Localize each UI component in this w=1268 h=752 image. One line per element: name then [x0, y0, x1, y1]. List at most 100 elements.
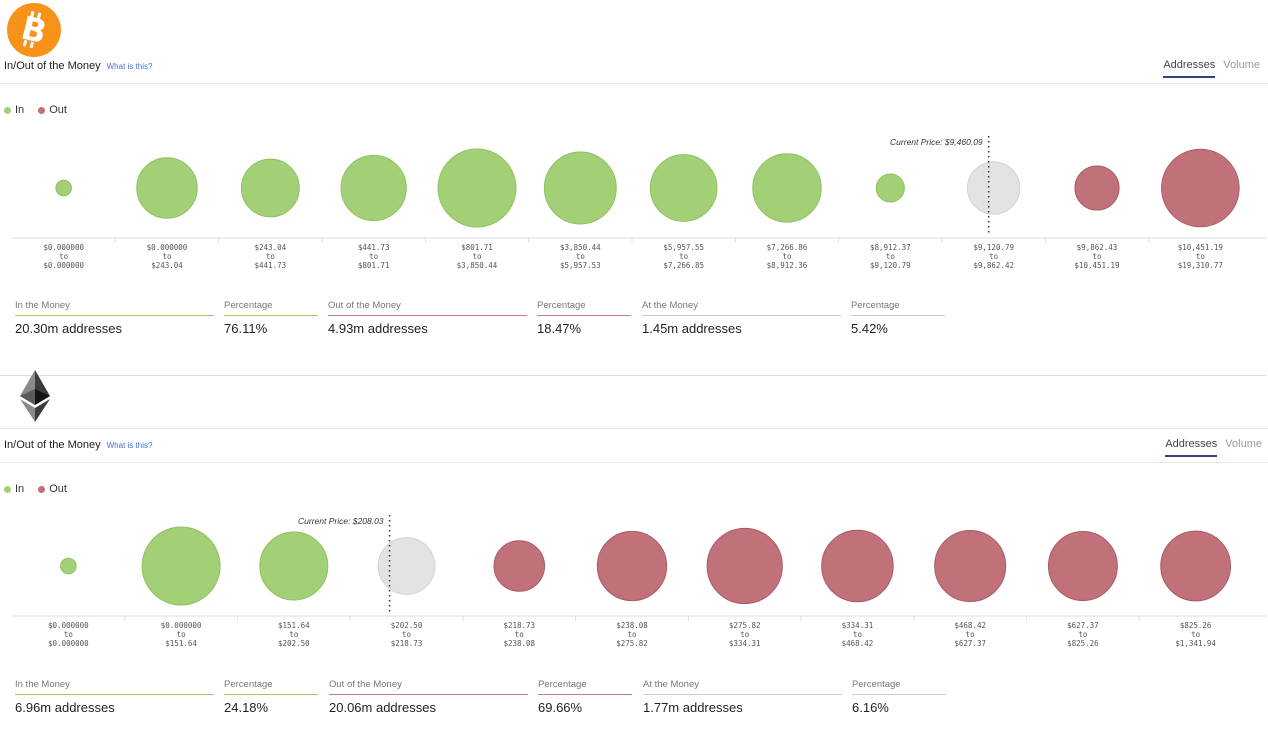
bin-label-from: $151.64 — [278, 621, 310, 630]
stat-value: 20.06m addresses — [329, 700, 436, 715]
bubble-in — [649, 154, 718, 222]
bin-label-to-value: $218.73 — [391, 639, 423, 648]
stat-label: Percentage — [538, 679, 632, 695]
legend: In Out — [4, 483, 67, 495]
tab-addresses[interactable]: Addresses — [1163, 59, 1216, 78]
stat-in-the-money: In the Money 6.96m addresses — [15, 679, 214, 715]
bubble-out — [1047, 531, 1118, 601]
legend-in-label: In — [15, 483, 25, 495]
bin-label-to-value: $1,341.94 — [1175, 639, 1216, 648]
bin-label-to: to — [515, 630, 525, 639]
bin-label-from: $218.73 — [503, 621, 535, 630]
stat-out-percentage: Percentage 69.66% — [538, 679, 632, 715]
bin-label-to: to — [59, 252, 69, 261]
bin-label-to-value: $334.31 — [729, 639, 761, 648]
stat-in-the-money: In the Money 20.30m addresses — [15, 300, 214, 336]
current-price-label: Current Price: $208.03 — [298, 516, 384, 526]
panel-title: In/Out of the Money — [4, 60, 101, 72]
stat-out-percentage: Percentage 18.47% — [537, 300, 631, 336]
bin-label-from: $238.08 — [616, 621, 648, 630]
bubble-in — [543, 151, 617, 225]
bin-label-to-value: $238.08 — [503, 639, 535, 648]
header-divider — [0, 83, 1268, 84]
bin-label-to: to — [369, 252, 379, 261]
bin-label-from: $468.42 — [954, 621, 986, 630]
legend-in-label: In — [15, 104, 25, 116]
bin-label-to: to — [576, 252, 586, 261]
bin-label-to-value: $243.04 — [151, 261, 183, 270]
bubble-out — [1160, 530, 1232, 602]
bin-label-to-value: $275.82 — [616, 639, 648, 648]
bin-label-to-value: $627.37 — [954, 639, 986, 648]
view-tabs: Addresses Volume — [1163, 59, 1260, 78]
bin-label-from: $825.26 — [1180, 621, 1212, 630]
bin-label-to: to — [679, 252, 689, 261]
bubble-in — [240, 158, 300, 218]
tab-volume[interactable]: Volume — [1225, 438, 1262, 450]
bubble-in — [752, 153, 822, 223]
panel-top-divider — [0, 428, 1268, 429]
bubble-in — [259, 531, 329, 601]
bubble-out — [821, 529, 894, 603]
stat-out-of-the-money: Out of the Money 4.93m addresses — [328, 300, 527, 336]
legend: In Out — [4, 104, 67, 116]
stat-value: 24.18% — [224, 700, 269, 715]
bin-label-from: $9,120.79 — [973, 243, 1014, 252]
bin-label-to-value: $9,862.42 — [973, 261, 1014, 270]
stat-label: In the Money — [15, 300, 214, 316]
stat-in-percentage: Percentage 76.11% — [224, 300, 318, 336]
bin-label-to: to — [966, 630, 976, 639]
stat-label: In the Money — [15, 679, 214, 695]
stat-value: 1.45m addresses — [642, 321, 742, 336]
stat-value: 69.66% — [538, 700, 583, 715]
view-tabs: Addresses Volume — [1165, 438, 1262, 457]
bubble-out — [934, 529, 1007, 603]
stat-value: 6.16% — [852, 700, 889, 715]
panel-title-row: In/Out of the Money What is this? — [4, 60, 152, 76]
bin-label-from: $7,266.86 — [767, 243, 808, 252]
bin-label-from: $243.04 — [255, 243, 287, 252]
tab-volume[interactable]: Volume — [1223, 59, 1260, 71]
panel-divider — [0, 375, 1266, 376]
bin-label-to: to — [289, 630, 299, 639]
bubble-out — [596, 530, 668, 602]
bubble-in — [437, 148, 517, 228]
bubble-in — [60, 557, 77, 575]
legend-out-swatch — [38, 106, 46, 114]
bubble-in — [55, 179, 72, 197]
bubble-out — [1161, 148, 1240, 228]
stat-at-the-money: At the Money 1.45m addresses — [642, 300, 841, 336]
bin-label-to: to — [886, 252, 896, 261]
bin-label-to-value: $825.26 — [1067, 639, 1099, 648]
bin-label-to: to — [853, 630, 863, 639]
stat-label: At the Money — [642, 300, 841, 316]
stat-value: 18.47% — [537, 321, 582, 336]
tab-addresses[interactable]: Addresses — [1165, 438, 1218, 457]
legend-out-label: Out — [49, 483, 67, 495]
bin-label-to-value: $468.42 — [842, 639, 874, 648]
btc-bubble-chart: $0.000000to$0.000000$0.000000to$243.04$2… — [12, 136, 1266, 270]
bin-label-from: $202.50 — [391, 621, 423, 630]
current-price-label: Current Price: $9,460.09 — [890, 137, 983, 147]
bin-label-from: $8,912.37 — [870, 243, 911, 252]
stat-out-of-the-money: Out of the Money 20.06m addresses — [329, 679, 528, 715]
what-is-this-link[interactable]: What is this? — [106, 62, 153, 71]
stat-value: 76.11% — [224, 321, 268, 336]
bin-label-from: $5,957.55 — [663, 243, 704, 252]
panel-title-row: In/Out of the Money What is this? — [4, 439, 152, 455]
bin-label-to-value: $0.000000 — [48, 639, 89, 648]
stat-in-percentage: Percentage 24.18% — [224, 679, 318, 715]
bin-label-from: $441.73 — [358, 243, 390, 252]
bin-label-to: to — [1191, 630, 1201, 639]
bubble-in — [340, 154, 407, 222]
legend-in-swatch — [4, 485, 11, 493]
bin-label-to-value: $5,957.53 — [560, 261, 601, 270]
stat-value: 6.96m addresses — [15, 700, 115, 715]
bin-label-from: $0.000000 — [161, 621, 202, 630]
what-is-this-link[interactable]: What is this? — [106, 441, 153, 450]
legend-out-label: Out — [49, 104, 67, 116]
bin-label-to-value: $3,850.44 — [457, 261, 498, 270]
bin-label-to-value: $10,451.19 — [1074, 261, 1119, 270]
bubble-out — [493, 540, 546, 592]
bin-label-from: $334.31 — [842, 621, 874, 630]
